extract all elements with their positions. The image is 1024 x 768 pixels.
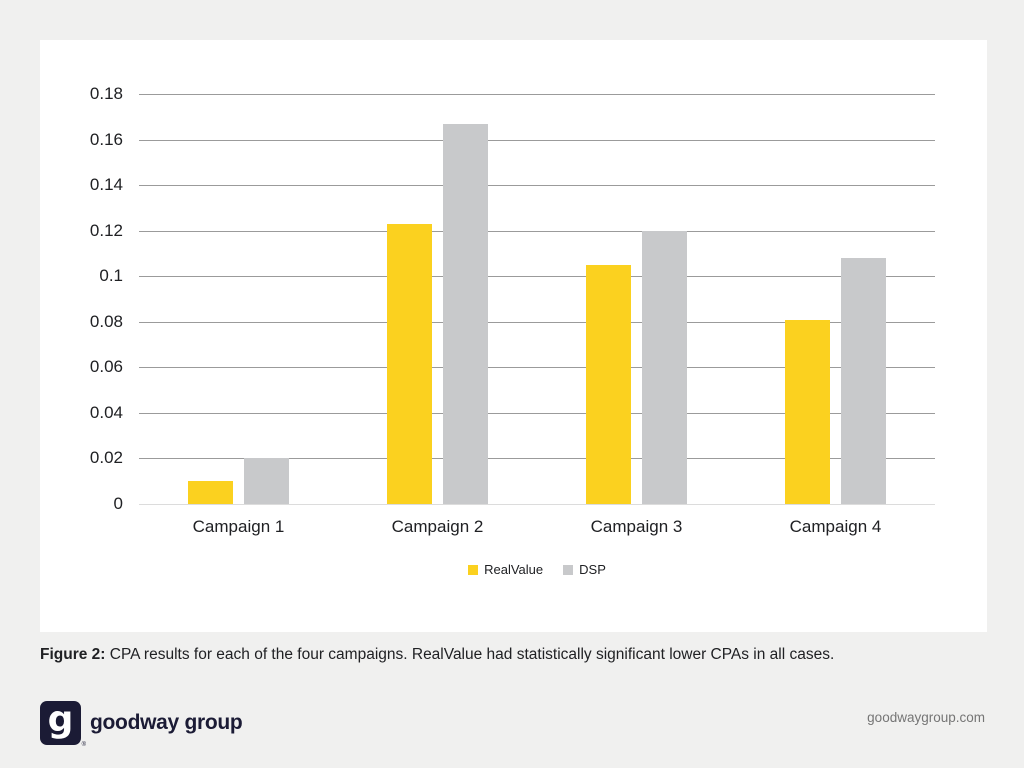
y-tick-label: 0.02	[89, 448, 123, 468]
bar-group-campaign-4	[736, 94, 935, 504]
figure-caption: Figure 2: CPA results for each of the fo…	[40, 645, 987, 665]
gridline	[139, 230, 935, 232]
legend-swatch-icon	[563, 564, 574, 575]
chart-card: 0.18 0.16 0.14 0.12 0.1 0.08 0.06 0.04 0.02 0 Cam…	[40, 40, 987, 632]
y-tick-label: 0.1	[99, 266, 123, 286]
bar-dsp-campaign-3	[642, 230, 687, 504]
goodway-g-logo-icon: g ®	[40, 699, 86, 748]
website-url: goodwaygroup.com	[867, 710, 985, 725]
bar-dsp-campaign-1	[244, 458, 289, 504]
legend-item-dsp: DSP	[563, 562, 606, 577]
brand-logo: g ® goodway group	[40, 699, 243, 748]
y-tick-label: 0.14	[89, 175, 123, 195]
registered-trademark-icon: ®	[81, 742, 86, 748]
y-tick-label: 0.06	[89, 357, 123, 377]
legend-item-realvalue: RealValue	[468, 562, 543, 577]
bar-realvalue-campaign-2	[387, 223, 432, 504]
bar-group-campaign-1	[139, 94, 338, 504]
legend-label: DSP	[579, 562, 606, 577]
y-tick-label: 0.16	[89, 129, 123, 149]
bars-layer	[139, 94, 935, 504]
figure-caption-label: Figure 2:	[40, 646, 106, 663]
gridline	[139, 185, 935, 187]
gridline	[139, 321, 935, 323]
bar-group-campaign-3	[537, 94, 736, 504]
gridline	[139, 139, 935, 141]
bar-realvalue-campaign-3	[586, 264, 631, 504]
gridline	[139, 458, 935, 460]
chart-legend: RealValue DSP	[139, 562, 935, 577]
y-tick-label: 0.18	[89, 84, 123, 103]
figure-caption-text: CPA results for each of the four campaig…	[105, 646, 835, 663]
bar-realvalue-campaign-4	[785, 319, 830, 504]
y-tick-label: 0.04	[89, 402, 123, 422]
x-tick-label: Campaign 4	[789, 517, 882, 536]
brand-wordmark: goodway group	[90, 711, 243, 734]
y-axis-labels: 0.18 0.16 0.14 0.12 0.1 0.08 0.06 0.04 0.02 0	[40, 40, 123, 632]
legend-label: RealValue	[484, 562, 544, 577]
grid-layer	[139, 94, 935, 505]
gridline	[139, 412, 935, 414]
gridline	[139, 94, 935, 95]
logo-g-glyph: g	[47, 699, 74, 740]
plot-area	[139, 94, 935, 505]
x-axis-labels: Campaign 1 Campaign 2 Campaign 3 Campaign 4	[139, 517, 935, 537]
y-tick-label: 0	[113, 494, 123, 513]
bar-dsp-campaign-2	[443, 123, 488, 504]
gridline	[139, 276, 935, 278]
x-tick-label: Campaign 3	[590, 517, 683, 536]
x-tick-label: Campaign 1	[192, 517, 285, 536]
x-tick-label: Campaign 2	[391, 517, 484, 536]
y-tick-label: 0.12	[89, 220, 123, 240]
x-axis-baseline	[139, 504, 935, 505]
bar-dsp-campaign-4	[841, 258, 886, 504]
gridline	[139, 367, 935, 369]
y-tick-label: 0.08	[89, 311, 123, 331]
legend-swatch-icon	[468, 564, 479, 575]
bar-realvalue-campaign-1	[188, 481, 233, 504]
bar-group-campaign-2	[338, 94, 537, 504]
